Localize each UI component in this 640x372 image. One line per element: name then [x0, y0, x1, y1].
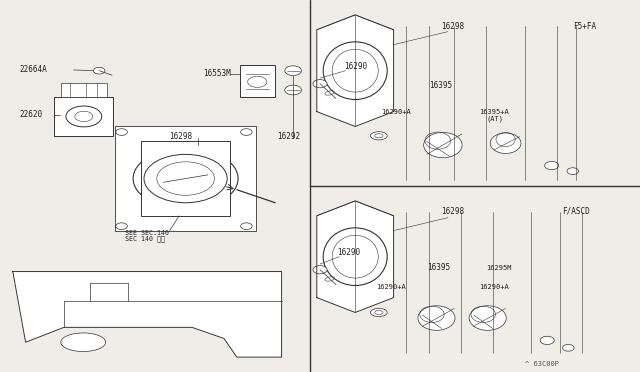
Polygon shape	[13, 272, 282, 357]
Polygon shape	[317, 15, 394, 126]
Text: F/ASCD: F/ASCD	[562, 207, 589, 216]
Bar	[141, 141, 230, 216]
Bar	[240, 65, 275, 97]
Text: 16553M: 16553M	[204, 69, 231, 78]
Text: 16290+A: 16290+A	[381, 109, 410, 115]
Ellipse shape	[490, 133, 521, 154]
Text: 16298: 16298	[442, 207, 465, 216]
Text: 16290+A: 16290+A	[376, 284, 406, 290]
Text: SEC 140 参照: SEC 140 参照	[125, 235, 165, 242]
Text: (AT): (AT)	[486, 115, 504, 122]
Circle shape	[563, 344, 574, 351]
Text: 16292: 16292	[277, 132, 300, 141]
Bar	[115, 126, 256, 231]
Text: 16395+A: 16395+A	[479, 109, 508, 115]
Bar	[54, 97, 113, 136]
Ellipse shape	[371, 308, 387, 317]
Circle shape	[116, 223, 127, 230]
Circle shape	[567, 168, 579, 174]
Ellipse shape	[424, 132, 462, 158]
Circle shape	[313, 266, 327, 274]
Circle shape	[540, 336, 554, 344]
Text: 16298: 16298	[170, 132, 193, 141]
Text: ^ 63C00P: ^ 63C00P	[525, 361, 559, 367]
Ellipse shape	[323, 228, 387, 286]
Ellipse shape	[61, 333, 106, 352]
Circle shape	[241, 223, 252, 230]
Text: 16290: 16290	[344, 62, 367, 71]
Ellipse shape	[469, 306, 506, 330]
Text: SEE SEC.140: SEE SEC.140	[125, 230, 169, 235]
Ellipse shape	[371, 132, 387, 140]
Ellipse shape	[418, 306, 455, 330]
Text: 16395: 16395	[429, 81, 452, 90]
Circle shape	[116, 129, 127, 135]
Circle shape	[285, 85, 301, 95]
Circle shape	[285, 66, 301, 76]
Circle shape	[93, 67, 105, 74]
Text: 16395: 16395	[428, 263, 451, 272]
Text: 16295M: 16295M	[486, 265, 512, 271]
Circle shape	[133, 148, 238, 209]
Circle shape	[241, 129, 252, 135]
Text: 16290: 16290	[337, 248, 360, 257]
Circle shape	[313, 80, 327, 88]
Bar	[61, 83, 107, 97]
Text: 16298: 16298	[442, 22, 465, 31]
Text: 22620: 22620	[19, 110, 42, 119]
Circle shape	[545, 161, 559, 170]
Text: 22664A: 22664A	[19, 65, 47, 74]
Text: 16290+A: 16290+A	[479, 284, 508, 290]
Polygon shape	[317, 201, 394, 312]
Text: F5+FA: F5+FA	[573, 22, 596, 31]
Ellipse shape	[323, 42, 387, 99]
